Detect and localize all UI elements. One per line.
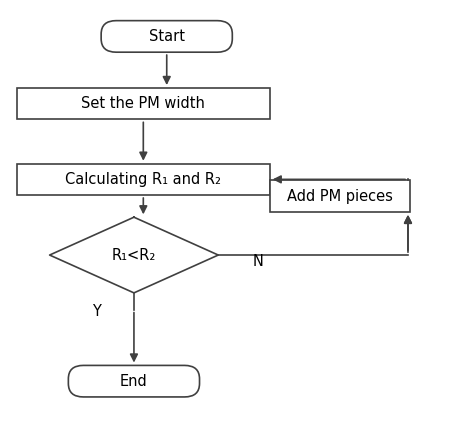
Text: Calculating R₁ and R₂: Calculating R₁ and R₂ — [65, 172, 221, 187]
FancyBboxPatch shape — [68, 366, 200, 397]
Bar — [17, 164, 270, 195]
Text: N: N — [253, 254, 264, 269]
Text: Start: Start — [149, 29, 185, 44]
Text: Add PM pieces: Add PM pieces — [287, 189, 393, 204]
Text: Y: Y — [92, 304, 101, 320]
FancyBboxPatch shape — [101, 20, 232, 52]
Text: R₁<R₂: R₁<R₂ — [112, 248, 156, 262]
Text: Set the PM width: Set the PM width — [82, 96, 205, 111]
Bar — [270, 181, 410, 212]
Text: End: End — [120, 374, 148, 389]
Bar — [17, 88, 270, 119]
Polygon shape — [50, 217, 218, 293]
